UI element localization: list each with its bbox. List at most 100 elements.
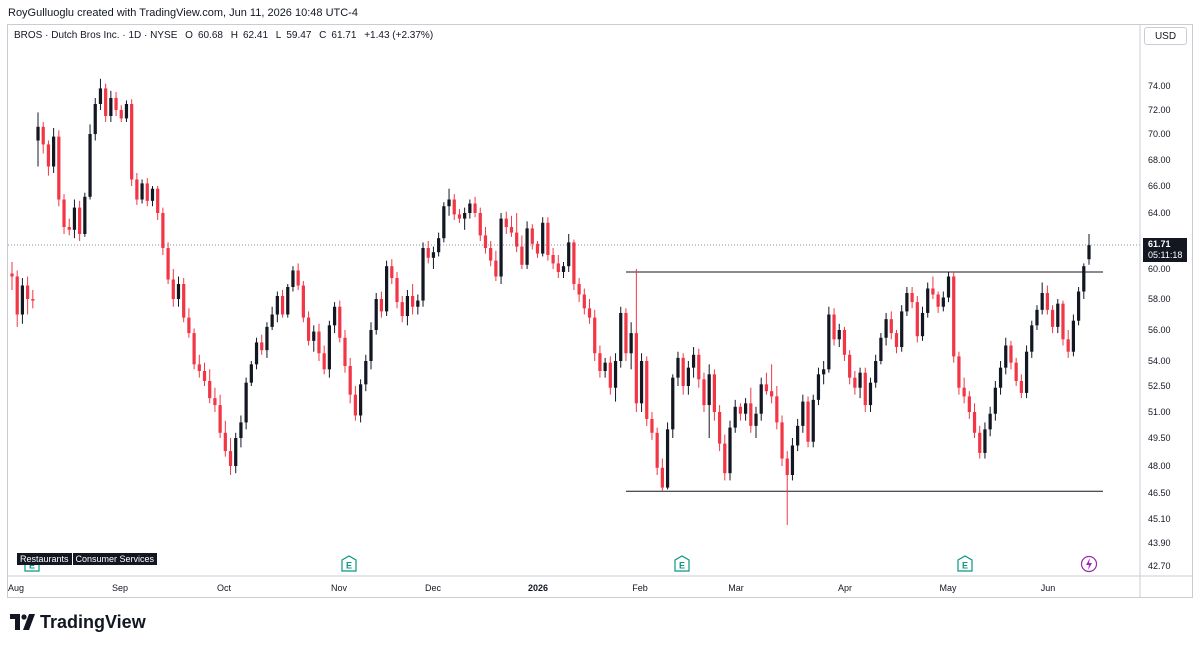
candle [582, 288, 586, 315]
candle [442, 202, 446, 243]
candle [660, 458, 664, 492]
candle [10, 262, 14, 290]
candle-body [582, 294, 586, 309]
candle-body [749, 403, 753, 426]
candle-body [135, 179, 139, 200]
currency-button[interactable]: USD [1144, 27, 1187, 45]
earnings-marker[interactable]: E [957, 555, 973, 572]
candle [743, 398, 748, 421]
earnings-marker[interactable]: E [341, 555, 357, 572]
candle-body [317, 331, 321, 354]
candle-body [171, 279, 175, 299]
candle [681, 353, 685, 395]
candle [473, 196, 477, 218]
candle-body [411, 296, 415, 307]
candle-body [1035, 309, 1039, 326]
candle-body [1082, 266, 1086, 292]
candle-body [390, 266, 394, 278]
candle [931, 276, 935, 299]
candle-body [275, 296, 279, 315]
earnings-marker-letter: E [29, 561, 35, 571]
candle [535, 241, 540, 258]
candle [988, 406, 992, 437]
candle [411, 284, 415, 315]
candle-body [686, 367, 690, 386]
candle-body [234, 438, 238, 466]
candle-body [343, 337, 347, 366]
ohlc-close: 61.71 [331, 30, 357, 41]
candle [983, 422, 987, 459]
candle [905, 287, 909, 317]
y-tick-label: 68.00 [1148, 155, 1171, 165]
candle-body [634, 333, 638, 404]
candle [463, 207, 467, 230]
candle [25, 276, 30, 315]
candle [1082, 263, 1086, 299]
chart-credit: RoyGulluoglu created with TradingView.co… [8, 7, 358, 19]
candle [208, 369, 212, 404]
lightning-icon[interactable] [1080, 555, 1098, 573]
candle [868, 377, 873, 412]
candle [20, 278, 25, 324]
candle [46, 140, 51, 176]
candle [280, 290, 285, 318]
candle-body [72, 207, 77, 230]
candle-body [46, 144, 51, 167]
candle-body [348, 366, 352, 395]
candle-body [780, 422, 784, 459]
ohlc-change: +1.43 (+2.37%) [364, 30, 434, 41]
candle [457, 208, 462, 223]
candle-body [140, 183, 144, 200]
candle [827, 306, 831, 373]
candle [426, 241, 430, 264]
candle-body [905, 293, 909, 312]
candle [546, 217, 550, 261]
candle-body [801, 401, 805, 426]
candle-body [254, 342, 259, 365]
candle-body [452, 199, 456, 215]
candle [952, 272, 956, 363]
candle [213, 387, 217, 412]
candle-body [1050, 309, 1055, 327]
candle-body [1014, 362, 1018, 381]
candle-body [806, 401, 810, 442]
candle [686, 361, 690, 395]
sector-tag-restaurants[interactable]: Restaurants [17, 553, 72, 565]
candle-body [478, 213, 482, 236]
candle [332, 302, 337, 334]
x-tick-label: Dec [425, 583, 442, 593]
candle-body [213, 398, 217, 406]
ohlc-close-label: C [319, 30, 327, 41]
x-tick-label: Mar [728, 583, 744, 593]
candle-body [650, 418, 654, 433]
candle [130, 99, 134, 186]
candle-body [130, 104, 134, 180]
candle [556, 255, 560, 278]
candle-body [187, 317, 191, 334]
candle [1019, 374, 1023, 399]
candle-body [962, 387, 966, 397]
candle-body [41, 126, 45, 145]
sector-tag-consumer-services[interactable]: Consumer Services [72, 553, 158, 565]
candle-body [431, 252, 436, 258]
candle [1040, 282, 1044, 315]
earnings-marker[interactable]: E [674, 555, 690, 572]
candle-body [468, 203, 472, 213]
y-tick-label: 52.50 [1148, 381, 1171, 391]
candle [733, 399, 737, 433]
candle [520, 235, 524, 269]
candle [437, 232, 441, 257]
candle-body [338, 306, 342, 338]
candle-body [790, 445, 795, 475]
candle-body [52, 136, 56, 167]
candle-body [613, 361, 618, 388]
ohlc-high-label: H [230, 30, 238, 41]
candle [1014, 357, 1018, 386]
candle [816, 367, 821, 406]
candle [390, 259, 394, 284]
candle-body [603, 362, 607, 371]
candle [676, 351, 680, 386]
candle-body [83, 196, 87, 234]
earnings-marker-shape [957, 555, 973, 572]
